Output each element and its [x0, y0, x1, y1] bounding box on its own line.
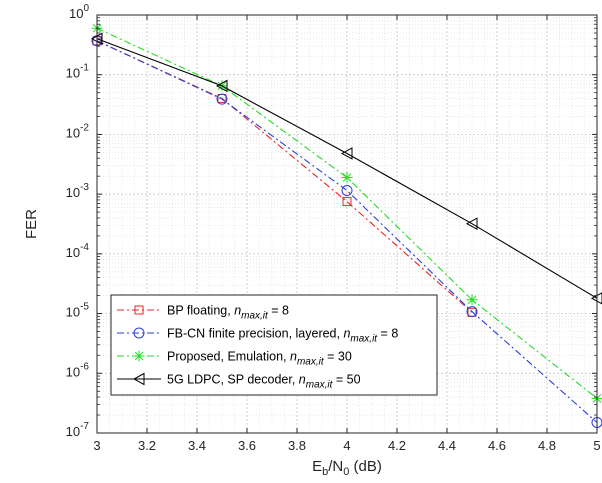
data-point	[341, 171, 353, 183]
legend-box	[110, 294, 438, 396]
series-layer	[90, 22, 602, 428]
x-tick-label: 4.4	[438, 438, 456, 453]
y-tick-label: 10-7	[66, 421, 90, 439]
series-2-line	[96, 40, 598, 423]
legend: BP floating, nmax,it = 8 FB-CN finite pre…	[110, 294, 438, 396]
data-point	[466, 294, 478, 306]
legend-label: FB-CN finite precision, layered, nmax,it…	[167, 327, 398, 345]
x-tick-label: 3.4	[188, 438, 206, 453]
series-4-line	[96, 38, 598, 299]
x-axis-label-mid: /N	[328, 458, 343, 475]
legend-label: Proposed, Emulation, nmax,it = 30	[167, 350, 352, 368]
y-tick-label: 10-2	[66, 122, 90, 140]
y-tick-label: 10-3	[66, 182, 90, 200]
legend-label: 5G LDPC, SP decoder, nmax,it = 50	[167, 373, 361, 391]
series-3-line	[96, 27, 598, 399]
legend-entry: FB-CN finite precision, layered, nmax,it…	[117, 327, 398, 345]
x-axis-label-sub1: b	[322, 466, 328, 478]
x-axis-label-tail: (dB)	[349, 458, 382, 475]
x-tick-label: 4	[343, 438, 350, 453]
data-point	[340, 147, 353, 160]
x-tick-label: 4.2	[388, 438, 406, 453]
legend-entry: 5G LDPC, SP decoder, nmax,it = 50	[117, 373, 361, 391]
legend-entry: Proposed, Emulation, nmax,it = 30	[117, 350, 352, 368]
y-tick-label: 10-4	[66, 242, 90, 260]
data-point	[466, 306, 478, 318]
y-tick-label: 100	[69, 3, 89, 21]
x-tick-label: 3.8	[288, 438, 306, 453]
legend-marker	[133, 327, 145, 339]
x-tick-label: 4.6	[488, 438, 506, 453]
data-point	[341, 185, 353, 197]
x-tick-label: 4.8	[538, 438, 556, 453]
x-tick-label: 3.6	[238, 438, 256, 453]
ticks: 3 3.2 3.4 3.6 3.8 4 4.2 4.4 4.6 4.8 5 100 10-1 10-2 10…	[66, 3, 601, 453]
data-point	[465, 217, 478, 231]
x-axis-label: Eb/N0 (dB)	[312, 458, 382, 478]
y-tick-label: 10-1	[66, 63, 90, 81]
legend-entries: BP floating, nmax,it = 8 FB-CN finite pre…	[117, 304, 398, 391]
legend-entry: BP floating, nmax,it = 8	[117, 304, 289, 322]
x-tick-label: 3.2	[138, 438, 156, 453]
data-point	[216, 93, 228, 105]
data-point	[215, 79, 228, 93]
x-axis-label-base: E	[312, 458, 322, 475]
x-tick-label: 5	[593, 438, 600, 453]
data-point	[342, 197, 352, 207]
x-axis-label-sub2: 0	[343, 466, 349, 478]
x-tick-label: 3	[93, 438, 100, 453]
y-tick-label: 10-6	[66, 361, 90, 379]
y-tick-label: 10-5	[66, 302, 90, 320]
y-axis-label: FER	[23, 209, 40, 239]
legend-marker	[133, 350, 145, 362]
legend-label: BP floating, nmax,it = 8	[167, 304, 289, 322]
legend-marker	[134, 305, 144, 315]
legend-marker	[132, 372, 145, 386]
